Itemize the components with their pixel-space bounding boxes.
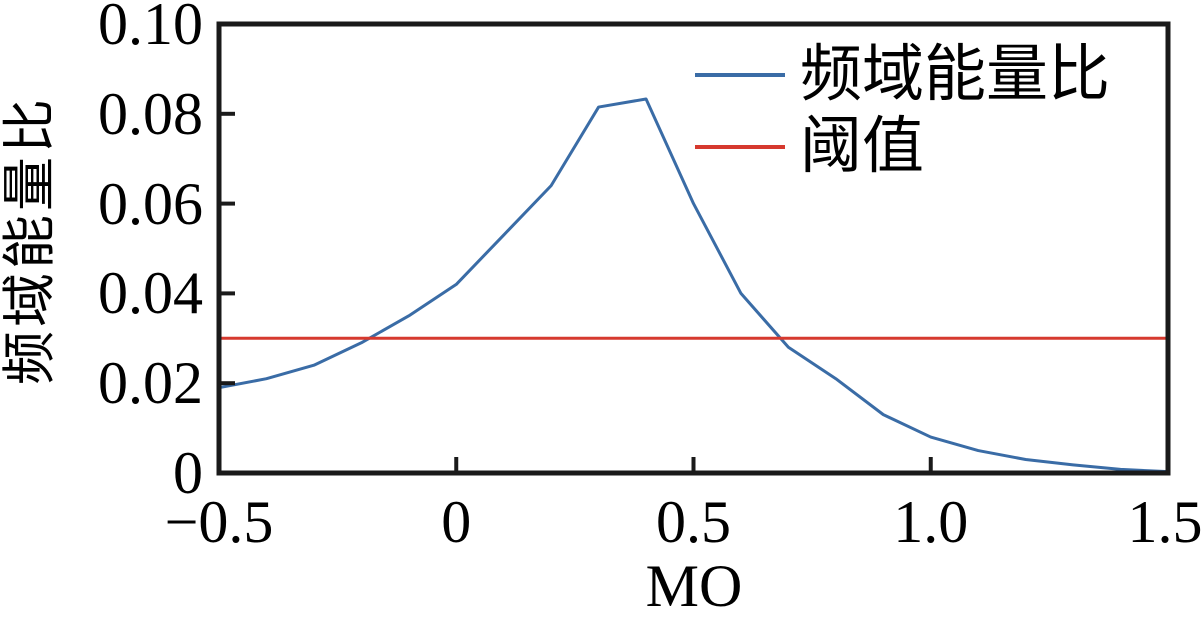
x-tick-label: 0.5 xyxy=(656,489,731,555)
legend-item-energy: 频域能量比 xyxy=(695,39,1110,111)
x-tick-label: −0.5 xyxy=(164,489,274,555)
y-tick-label: 0.02 xyxy=(98,350,203,417)
y-tick-label: 0.06 xyxy=(98,170,203,237)
legend-line-sample-threshold xyxy=(695,145,785,149)
y-tick-label: 0.08 xyxy=(98,80,203,147)
y-tick-label: 0 xyxy=(173,440,203,506)
legend-line-sample-energy xyxy=(695,73,785,77)
legend-item-threshold: 阈值 xyxy=(695,111,1110,183)
x-axis-title: MO xyxy=(645,553,743,618)
y-tick-label: 0.10 xyxy=(98,0,203,57)
x-tick-label: 1.0 xyxy=(893,489,969,555)
y-axis-title: 频域能量比 xyxy=(0,95,60,385)
legend: 频域能量比 阈值 xyxy=(695,39,1110,183)
x-tick-label: 0 xyxy=(441,489,472,555)
axis-ticks xyxy=(217,22,1170,475)
energy-curve xyxy=(218,97,1169,474)
legend-label-energy: 频域能量比 xyxy=(800,41,1111,109)
x-tick-label: 1.5 xyxy=(1127,489,1203,555)
legend-label-threshold: 阈值 xyxy=(800,113,925,181)
y-tick-label: 0.04 xyxy=(98,260,203,327)
